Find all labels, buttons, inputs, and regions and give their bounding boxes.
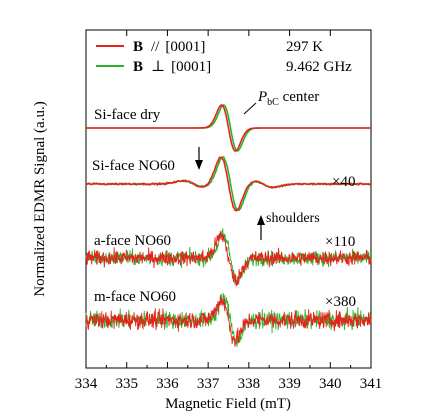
trace-parallel-1	[85, 156, 372, 212]
scale-label-40: ×40	[332, 174, 355, 190]
legend-label-parallel: B//[0001]	[133, 39, 205, 55]
trace-label-si-dry: Si-face dry	[94, 107, 161, 123]
x-axis-title: Magnetic Field (mT)	[165, 396, 291, 412]
annotations: PbC center shoulders	[195, 89, 320, 240]
trace-label-m-no60: m-face NO60	[94, 289, 176, 305]
scale-label-380: ×380	[325, 294, 356, 310]
x-tick-label: 336	[156, 376, 179, 392]
shoulders-label: shoulders	[266, 211, 320, 226]
trace-parallel-2	[85, 231, 372, 287]
trace-label-si-no60: Si-face NO60	[92, 158, 175, 174]
x-tick-label: 335	[115, 376, 138, 392]
trace-parallel-3	[85, 295, 372, 347]
shoulder-arrowhead-right	[257, 215, 265, 225]
traces	[85, 104, 372, 348]
x-tick-label: 341	[360, 376, 383, 392]
legend-label-perpendicular: B ⊥ [0001]	[133, 59, 211, 75]
trace-labels: Si-face dry Si-face NO60 a-face NO60 m-f…	[92, 107, 356, 310]
legend: B//[0001] B ⊥ [0001] 297 K 9.462 GHz	[96, 39, 352, 75]
trace-parallel-0	[86, 104, 371, 152]
x-tick-label: 340	[319, 376, 342, 392]
shoulder-arrowhead-left	[195, 160, 203, 170]
x-tick-label: 337	[197, 376, 220, 392]
temperature-label: 297 K	[286, 39, 323, 55]
y-axis-title: Normalized EDMR Signal (a.u.)	[32, 101, 48, 296]
pbc-center-label: PbC center	[257, 89, 319, 108]
x-axis-ticks: 334 335 336 337 338 339 340 341	[75, 30, 383, 392]
x-tick-label: 338	[238, 376, 261, 392]
frequency-label: 9.462 GHz	[286, 59, 352, 75]
x-tick-label: 339	[278, 376, 301, 392]
x-tick-label: 334	[75, 376, 98, 392]
pbc-pointer	[243, 102, 257, 115]
scale-label-110: ×110	[325, 234, 355, 250]
trace-label-a-no60: a-face NO60	[94, 233, 171, 249]
